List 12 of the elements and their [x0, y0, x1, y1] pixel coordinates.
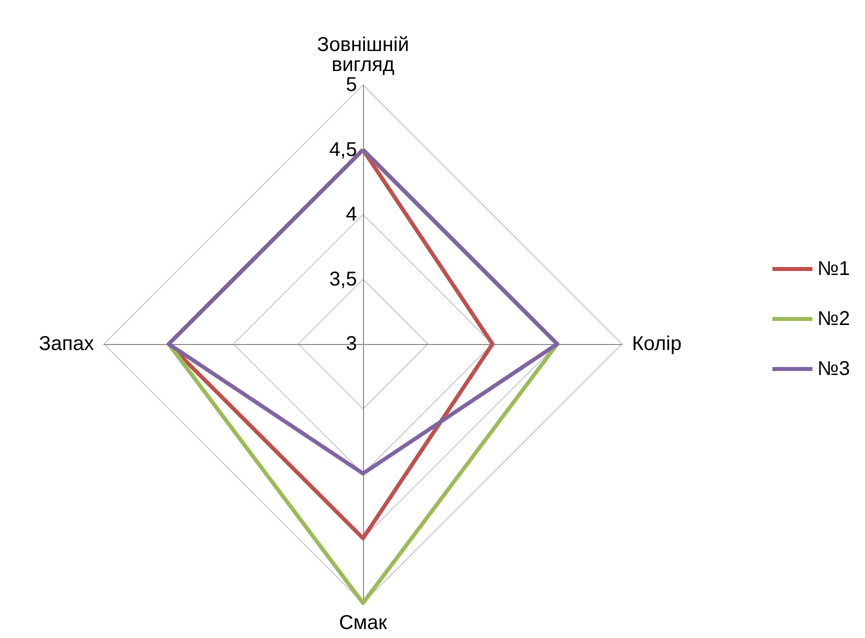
y-tick-label: 5	[346, 74, 357, 96]
spoke-label: Колір	[632, 333, 682, 355]
y-tick-label: 4,5	[329, 138, 357, 161]
spoke-label: Запах	[38, 333, 94, 355]
spoke-label: Смак	[338, 612, 388, 634]
legend-label: №1	[817, 258, 850, 280]
y-tick-label: 3,5	[329, 268, 357, 290]
legend-label: №2	[817, 308, 850, 330]
y-tick-label: 4	[346, 204, 357, 226]
y-tick-label: 3	[346, 333, 357, 355]
legend-label: №3	[817, 358, 850, 380]
spoke-label: Зовнішній вигляд	[316, 34, 410, 76]
